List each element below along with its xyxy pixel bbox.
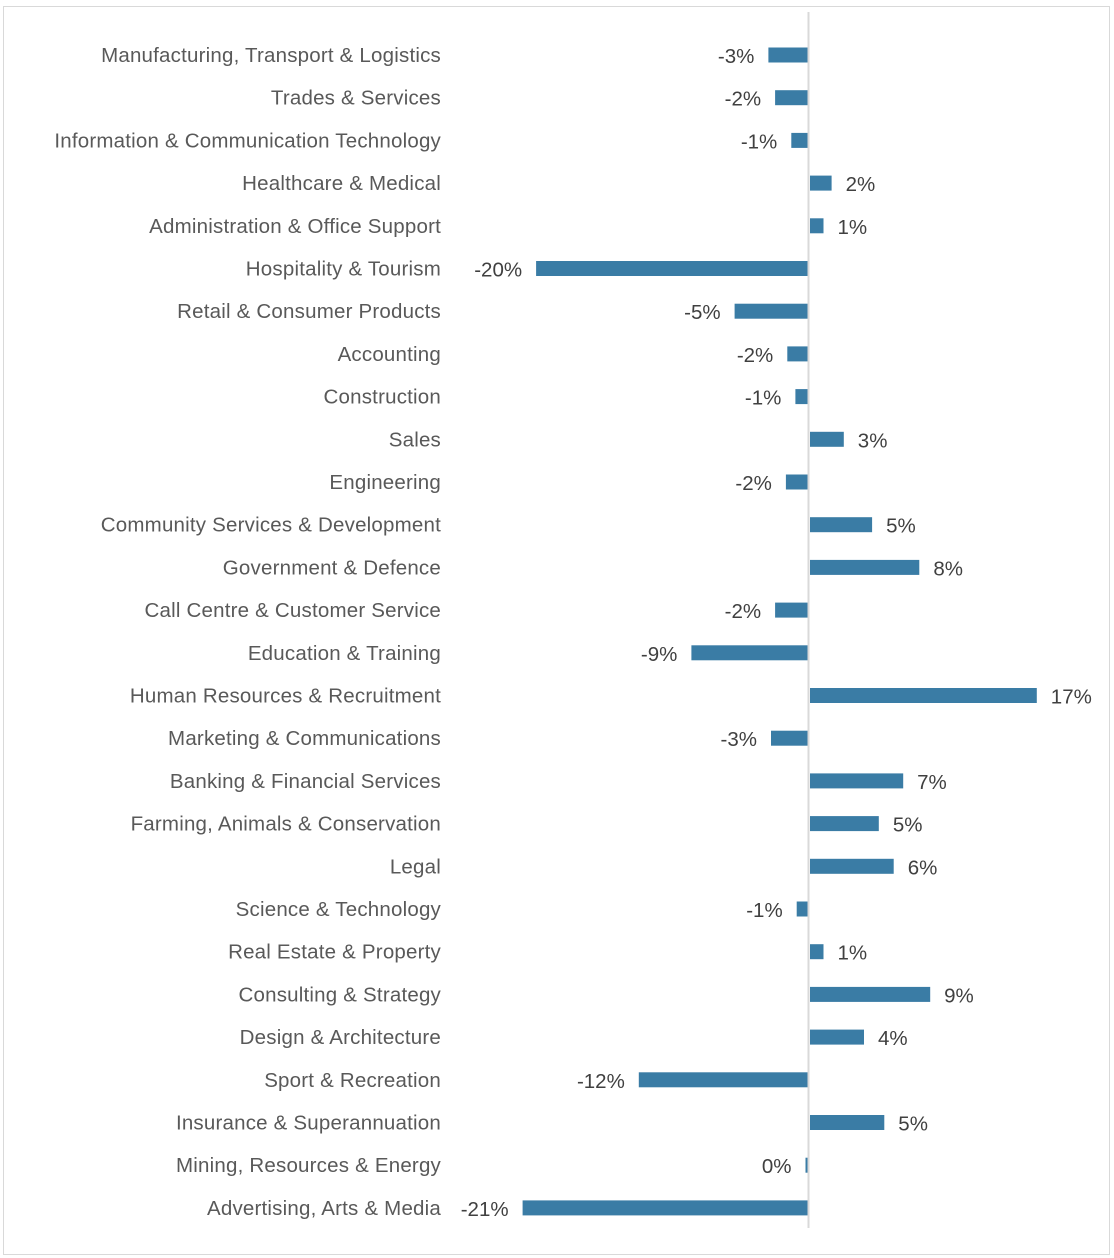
data-label: 3%	[858, 429, 888, 452]
bar	[810, 688, 1037, 703]
data-label: -3%	[721, 728, 757, 751]
category-label: Consulting & Strategy	[239, 983, 442, 1006]
data-labels: -3% -2% -1% 2% 1% -20% -5% -2% -1% 3% -2% 5% 8% -2% -9…	[461, 45, 1092, 1221]
bar	[810, 1115, 885, 1130]
bar	[734, 303, 808, 319]
category-label: Hospitality & Tourism	[246, 258, 441, 281]
chart-frame	[3, 6, 1110, 1255]
bar	[810, 517, 873, 533]
data-label: -20%	[474, 259, 522, 282]
data-label: 5%	[898, 1113, 928, 1136]
category-label: Call Centre & Customer Service	[144, 599, 441, 622]
bar	[810, 559, 920, 575]
category-label: Construction	[324, 386, 441, 409]
data-label: -3%	[718, 45, 754, 68]
data-label: 4%	[878, 1027, 908, 1050]
category-label: Science & Technology	[236, 898, 442, 921]
data-label: 2%	[846, 173, 876, 196]
bar	[810, 986, 931, 1002]
data-label: 8%	[933, 557, 963, 580]
bar	[638, 1072, 808, 1088]
data-label: -1%	[745, 387, 781, 410]
bar	[785, 474, 808, 490]
category-label: Banking & Financial Services	[170, 770, 441, 793]
data-label: 0%	[762, 1155, 792, 1178]
data-label: 17%	[1051, 686, 1092, 709]
bar	[522, 1200, 808, 1216]
bar	[536, 261, 808, 276]
category-label: Administration & Office Support	[149, 215, 441, 238]
bar	[775, 602, 808, 618]
data-label: -1%	[741, 130, 777, 153]
bar	[810, 218, 824, 234]
data-label: -2%	[725, 88, 761, 111]
category-label: Legal	[390, 855, 441, 878]
bar	[810, 944, 824, 960]
data-label: 5%	[893, 814, 923, 837]
category-label: Healthcare & Medical	[242, 172, 441, 195]
bar	[810, 431, 844, 447]
category-label: Government & Defence	[223, 556, 441, 579]
bar	[810, 773, 904, 789]
data-label: -1%	[746, 899, 782, 922]
bar	[810, 816, 879, 832]
data-label: -2%	[725, 600, 761, 623]
data-label: -2%	[735, 472, 771, 495]
bar	[810, 858, 894, 874]
category-label: Farming, Animals & Conservation	[131, 813, 441, 836]
bar	[810, 175, 832, 191]
bar	[805, 1157, 808, 1173]
data-label: 5%	[886, 515, 916, 538]
category-label: Accounting	[338, 343, 441, 366]
category-label: Information & Communication Technology	[54, 129, 441, 152]
category-label: Advertising, Arts & Media	[207, 1197, 441, 1220]
bar	[791, 132, 808, 148]
category-label: Design & Architecture	[240, 1026, 441, 1049]
bar	[787, 346, 808, 362]
bars-group	[522, 47, 1037, 1216]
category-label: Mining, Resources & Energy	[176, 1154, 442, 1177]
data-label: 9%	[944, 984, 974, 1007]
bar	[691, 645, 808, 661]
category-label: Engineering	[329, 471, 441, 494]
category-label: Sport & Recreation	[264, 1069, 441, 1092]
data-label: 1%	[838, 942, 868, 965]
category-label: Insurance & Superannuation	[176, 1112, 441, 1135]
category-label: Manufacturing, Transport & Logistics	[101, 44, 441, 67]
data-label: -9%	[641, 643, 677, 666]
data-label: -12%	[577, 1070, 625, 1093]
bar	[768, 47, 808, 63]
data-label: 6%	[908, 856, 938, 879]
category-label: Real Estate & Property	[228, 941, 441, 964]
category-label: Sales	[389, 428, 441, 451]
data-label: 1%	[838, 216, 868, 239]
category-label: Education & Training	[248, 642, 441, 665]
category-label: Retail & Consumer Products	[177, 300, 441, 323]
bar	[810, 1029, 864, 1045]
bar	[771, 730, 808, 746]
category-label: Human Resources & Recruitment	[130, 685, 441, 708]
category-labels: Manufacturing, Transport & Logistics Trad…	[54, 44, 441, 1220]
bar	[795, 389, 808, 405]
data-label: -2%	[737, 344, 773, 367]
category-label: Trades & Services	[271, 87, 441, 110]
data-label: -5%	[684, 301, 720, 324]
data-label: -21%	[461, 1198, 509, 1221]
category-label: Community Services & Development	[101, 514, 441, 537]
bar	[775, 90, 808, 106]
bar	[796, 901, 808, 917]
category-label: Marketing & Communications	[168, 727, 441, 750]
data-label: 7%	[917, 771, 947, 794]
